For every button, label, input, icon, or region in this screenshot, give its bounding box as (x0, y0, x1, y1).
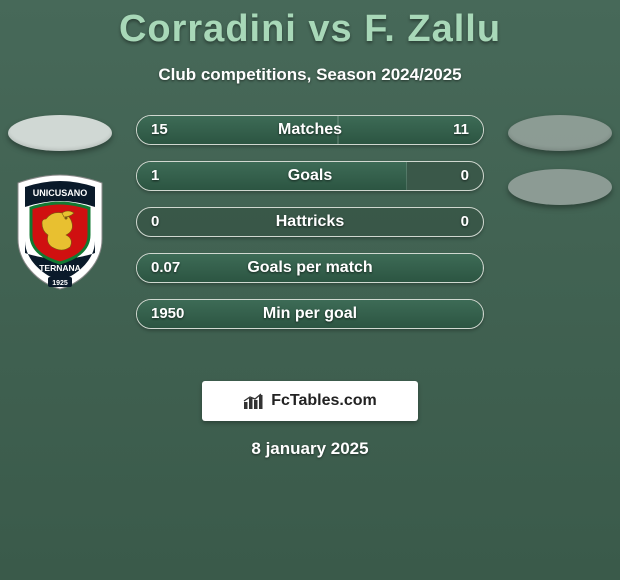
footer-date: 8 january 2025 (0, 439, 620, 459)
comparison-content: UNICUSANO TERNANA 1925 15Matches111 (0, 115, 620, 375)
stat-bar: 0Hattricks0 (136, 207, 484, 237)
stat-label: Min per goal (137, 300, 483, 328)
subtitle: Club competitions, Season 2024/2025 (0, 65, 620, 85)
left-player-column: UNICUSANO TERNANA 1925 (0, 115, 120, 291)
stat-bar: 15Matches11 (136, 115, 484, 145)
stat-bar: 1Goals0 (136, 161, 484, 191)
crest-year: 1925 (52, 280, 68, 287)
page-title: Corradini vs F. Zallu (0, 0, 620, 51)
player-right-photo-placeholder (508, 115, 612, 151)
stat-value-right: 0 (461, 208, 469, 236)
stat-label: Hattricks (137, 208, 483, 236)
attribution-text: FcTables.com (271, 392, 377, 410)
stat-label: Goals per match (137, 254, 483, 282)
stat-label: Goals (137, 162, 483, 190)
stat-bars: 15Matches111Goals00Hattricks00.07Goals p… (136, 115, 484, 345)
stat-label: Matches (137, 116, 483, 144)
player-left-photo-placeholder (8, 115, 112, 151)
right-player-column (500, 115, 620, 205)
team-crest-left: UNICUSANO TERNANA 1925 (12, 173, 108, 291)
attribution-badge: FcTables.com (202, 381, 418, 421)
stat-bar: 1950Min per goal (136, 299, 484, 329)
stat-value-right: 11 (453, 116, 469, 144)
chart-icon (243, 392, 265, 410)
svg-text:UNICUSANO: UNICUSANO (33, 188, 88, 198)
stat-value-right: 0 (461, 162, 469, 190)
stat-bar: 0.07Goals per match (136, 253, 484, 283)
team-crest-right-placeholder (508, 169, 612, 205)
